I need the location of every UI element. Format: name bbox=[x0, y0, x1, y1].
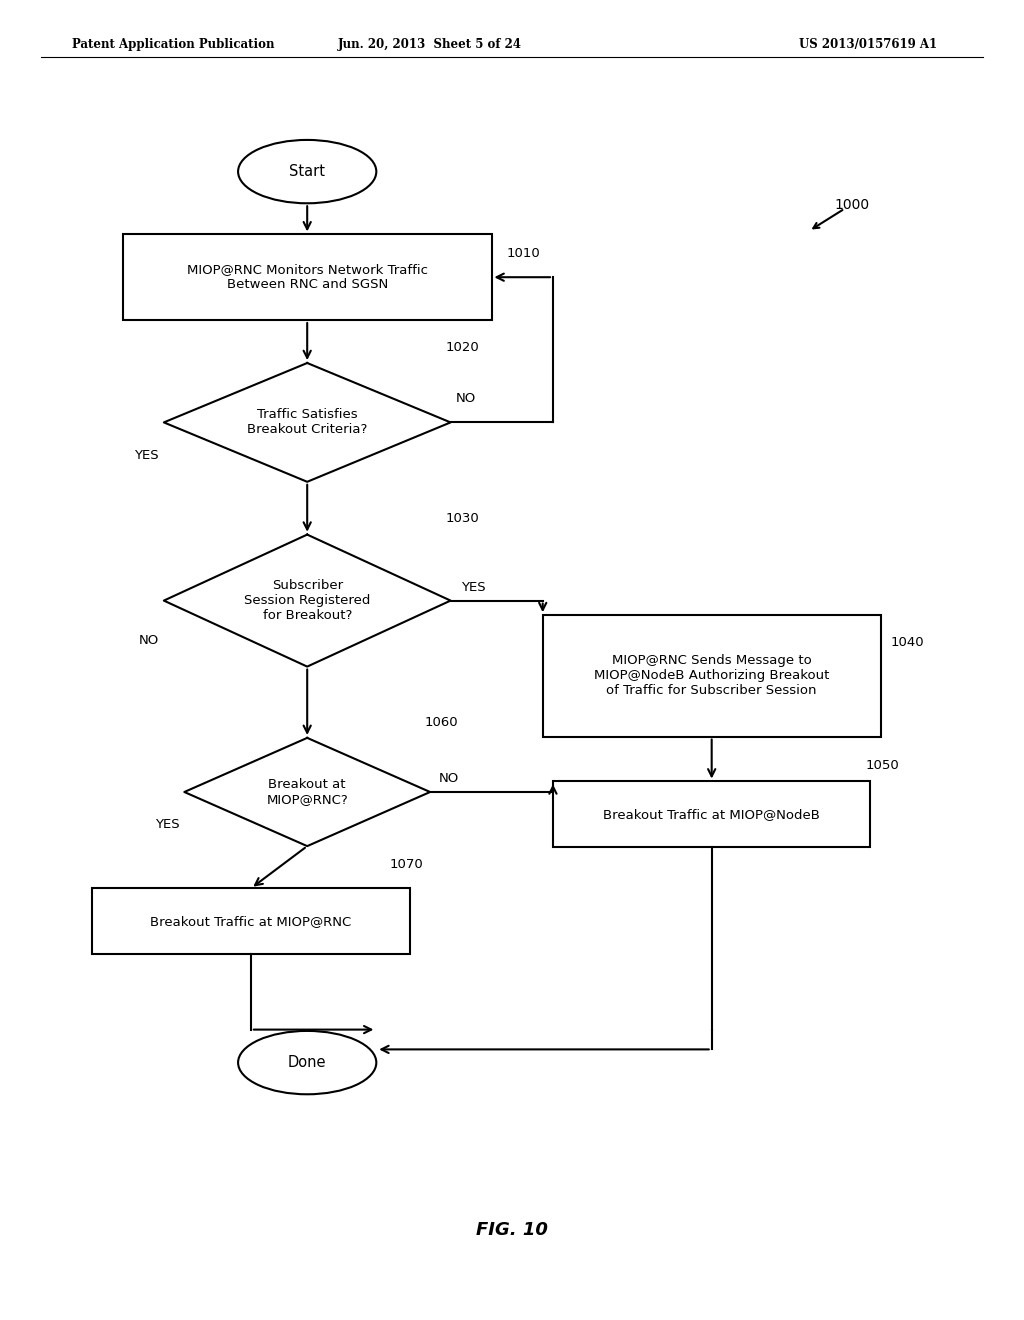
Bar bbox=[123, 235, 492, 319]
Text: Patent Application Publication: Patent Application Publication bbox=[72, 38, 274, 51]
Text: YES: YES bbox=[155, 818, 179, 832]
Text: US 2013/0157619 A1: US 2013/0157619 A1 bbox=[799, 38, 937, 51]
Text: YES: YES bbox=[134, 449, 159, 462]
Text: 1010: 1010 bbox=[507, 247, 541, 260]
Text: Jun. 20, 2013  Sheet 5 of 24: Jun. 20, 2013 Sheet 5 of 24 bbox=[338, 38, 522, 51]
Text: 1050: 1050 bbox=[865, 759, 899, 772]
Text: MIOP@RNC Monitors Network Traffic
Between RNC and SGSN: MIOP@RNC Monitors Network Traffic Betwee… bbox=[186, 263, 428, 292]
Text: NO: NO bbox=[138, 634, 159, 647]
Text: Breakout Traffic at MIOP@RNC: Breakout Traffic at MIOP@RNC bbox=[151, 915, 351, 928]
Text: Breakout at
MIOP@RNC?: Breakout at MIOP@RNC? bbox=[266, 777, 348, 807]
Bar bbox=[92, 888, 410, 954]
Text: Subscriber
Session Registered
for Breakout?: Subscriber Session Registered for Breako… bbox=[244, 579, 371, 622]
Text: 1070: 1070 bbox=[389, 858, 423, 871]
Text: Done: Done bbox=[288, 1055, 327, 1071]
Text: 1020: 1020 bbox=[445, 341, 479, 354]
Text: YES: YES bbox=[461, 581, 485, 594]
Text: FIG. 10: FIG. 10 bbox=[476, 1221, 548, 1239]
Text: 1030: 1030 bbox=[445, 512, 479, 525]
Bar bbox=[553, 781, 870, 847]
Text: Breakout Traffic at MIOP@NodeB: Breakout Traffic at MIOP@NodeB bbox=[603, 808, 820, 821]
Text: NO: NO bbox=[438, 772, 459, 785]
Text: 1060: 1060 bbox=[425, 715, 459, 729]
Bar bbox=[543, 615, 881, 737]
Text: 1000: 1000 bbox=[835, 198, 869, 211]
Text: Traffic Satisfies
Breakout Criteria?: Traffic Satisfies Breakout Criteria? bbox=[247, 408, 368, 437]
Text: NO: NO bbox=[456, 392, 476, 405]
Text: 1040: 1040 bbox=[891, 636, 925, 649]
Text: Start: Start bbox=[289, 164, 326, 180]
Text: MIOP@RNC Sends Message to
MIOP@NodeB Authorizing Breakout
of Traffic for Subscri: MIOP@RNC Sends Message to MIOP@NodeB Aut… bbox=[594, 655, 829, 697]
